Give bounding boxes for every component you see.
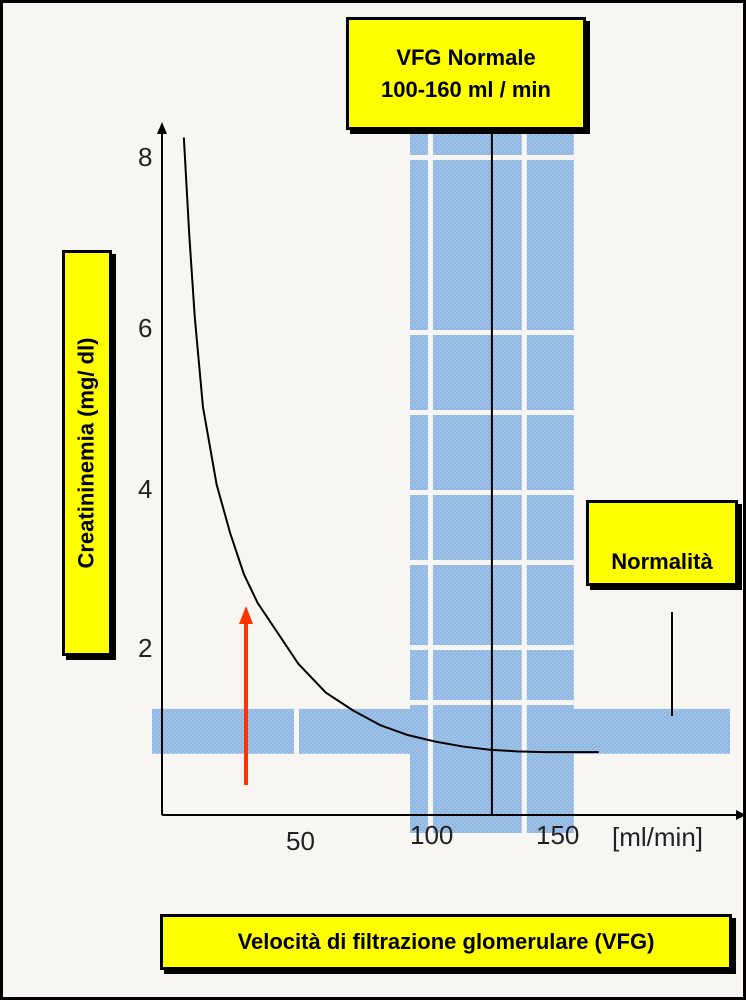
y-tick-6: 6 xyxy=(138,313,153,343)
y-axis-title-text: Creatininemia (mg/ dl) xyxy=(74,337,100,569)
x-tick-100: 100 xyxy=(410,820,454,850)
y-tick-8: 8 xyxy=(138,142,153,172)
band-vgap-1 xyxy=(521,125,527,833)
x-tick-150: 150 xyxy=(536,820,580,850)
y-axis-arrowhead xyxy=(157,122,167,134)
normality-label: Normalità xyxy=(586,500,738,586)
chart-title-box: VFG Normale 100-160 ml / min xyxy=(346,17,586,130)
y-tick-4: 4 xyxy=(138,474,153,504)
chart-title-line-2: 100-160 ml / min xyxy=(381,76,551,102)
chart-title-line-1: VFG Normale xyxy=(396,44,536,70)
red-arrow-head xyxy=(239,606,253,624)
creatinine-curve xyxy=(182,137,599,754)
normality-label-text: Normalità xyxy=(611,549,713,574)
x-unit-label: [ml/min] xyxy=(612,822,703,852)
x-axis-title: Velocità di filtrazione glomerulare (VFG… xyxy=(160,914,732,970)
band-hgap-0 xyxy=(294,708,299,754)
y-tick-2: 2 xyxy=(138,633,153,663)
x-tick-50: 50 xyxy=(286,826,315,856)
band-vgap-0 xyxy=(428,125,433,833)
creatinine-normal-band xyxy=(152,708,730,754)
y-axis-title: Creatininemia (mg/ dl) xyxy=(62,250,112,656)
x-axis-title-text: Velocità di filtrazione glomerulare (VFG… xyxy=(237,929,655,954)
x-axis-arrowhead xyxy=(736,810,746,820)
